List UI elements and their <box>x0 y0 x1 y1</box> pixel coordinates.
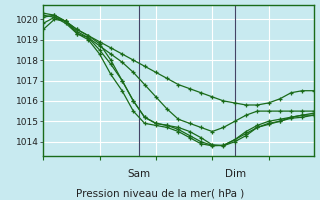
Text: Dim: Dim <box>225 169 246 179</box>
Text: Pression niveau de la mer( hPa ): Pression niveau de la mer( hPa ) <box>76 188 244 198</box>
Text: Sam: Sam <box>128 169 151 179</box>
